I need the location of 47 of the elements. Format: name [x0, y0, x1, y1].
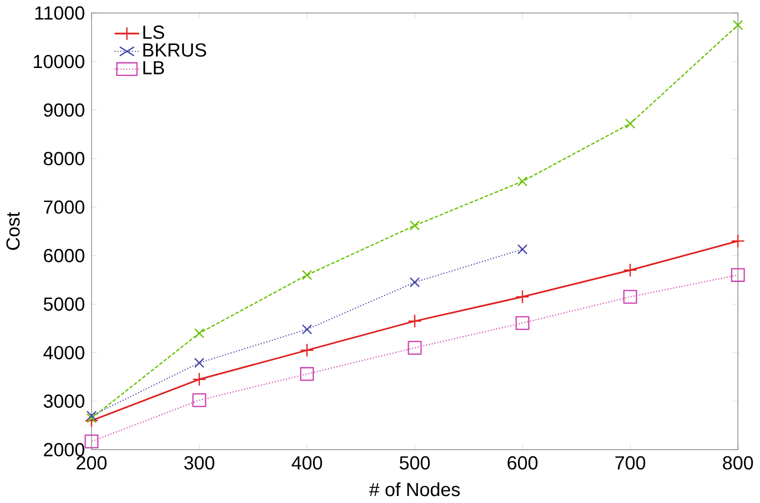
point [302, 324, 312, 335]
point [623, 263, 638, 278]
point [732, 20, 744, 30]
point [410, 277, 420, 288]
legend-label: LS [143, 26, 164, 40]
point [517, 244, 528, 255]
x-tick-label: 400 [292, 456, 322, 470]
x-tick-label: 200 [76, 456, 107, 470]
point [516, 316, 530, 330]
x-tick-label: 700 [615, 456, 646, 470]
point [86, 410, 97, 422]
y-tick-label: 2000 [44, 443, 84, 457]
y-tick-label: 10000 [34, 55, 84, 68]
point [192, 372, 206, 386]
point [194, 358, 204, 368]
point [192, 393, 206, 408]
x-tick-label: 600 [508, 456, 538, 470]
y-tick-label: 5000 [44, 298, 84, 312]
point [730, 268, 745, 282]
y-tick-label: 6000 [44, 249, 84, 263]
point [300, 367, 314, 382]
point [194, 328, 204, 339]
point [408, 341, 422, 355]
y-tick-label: 11000 [35, 6, 84, 20]
x-tick-label: 300 [184, 456, 214, 470]
point [408, 314, 422, 328]
point [516, 290, 530, 304]
y-tick-label: 3000 [44, 394, 84, 408]
point [302, 270, 312, 280]
y-axis-title: Cost [6, 212, 20, 250]
point [84, 434, 98, 449]
x-tick-label: 500 [400, 456, 430, 470]
y-tick-label: 4000 [43, 346, 84, 360]
x-tick-label: 800 [722, 456, 753, 470]
y-tick-label: 8000 [44, 152, 84, 166]
point [86, 413, 97, 424]
y-tick-label: 9000 [44, 104, 84, 117]
point [625, 118, 636, 129]
point [410, 220, 420, 231]
y-tick-label: 7000 [44, 200, 84, 214]
legend-label: LB [143, 61, 164, 74]
legend-label: BKRUS [143, 44, 206, 57]
point [730, 234, 745, 248]
point [300, 344, 314, 358]
x-axis-title: # of Nodes [369, 482, 460, 496]
point [517, 176, 528, 187]
point [623, 290, 638, 304]
